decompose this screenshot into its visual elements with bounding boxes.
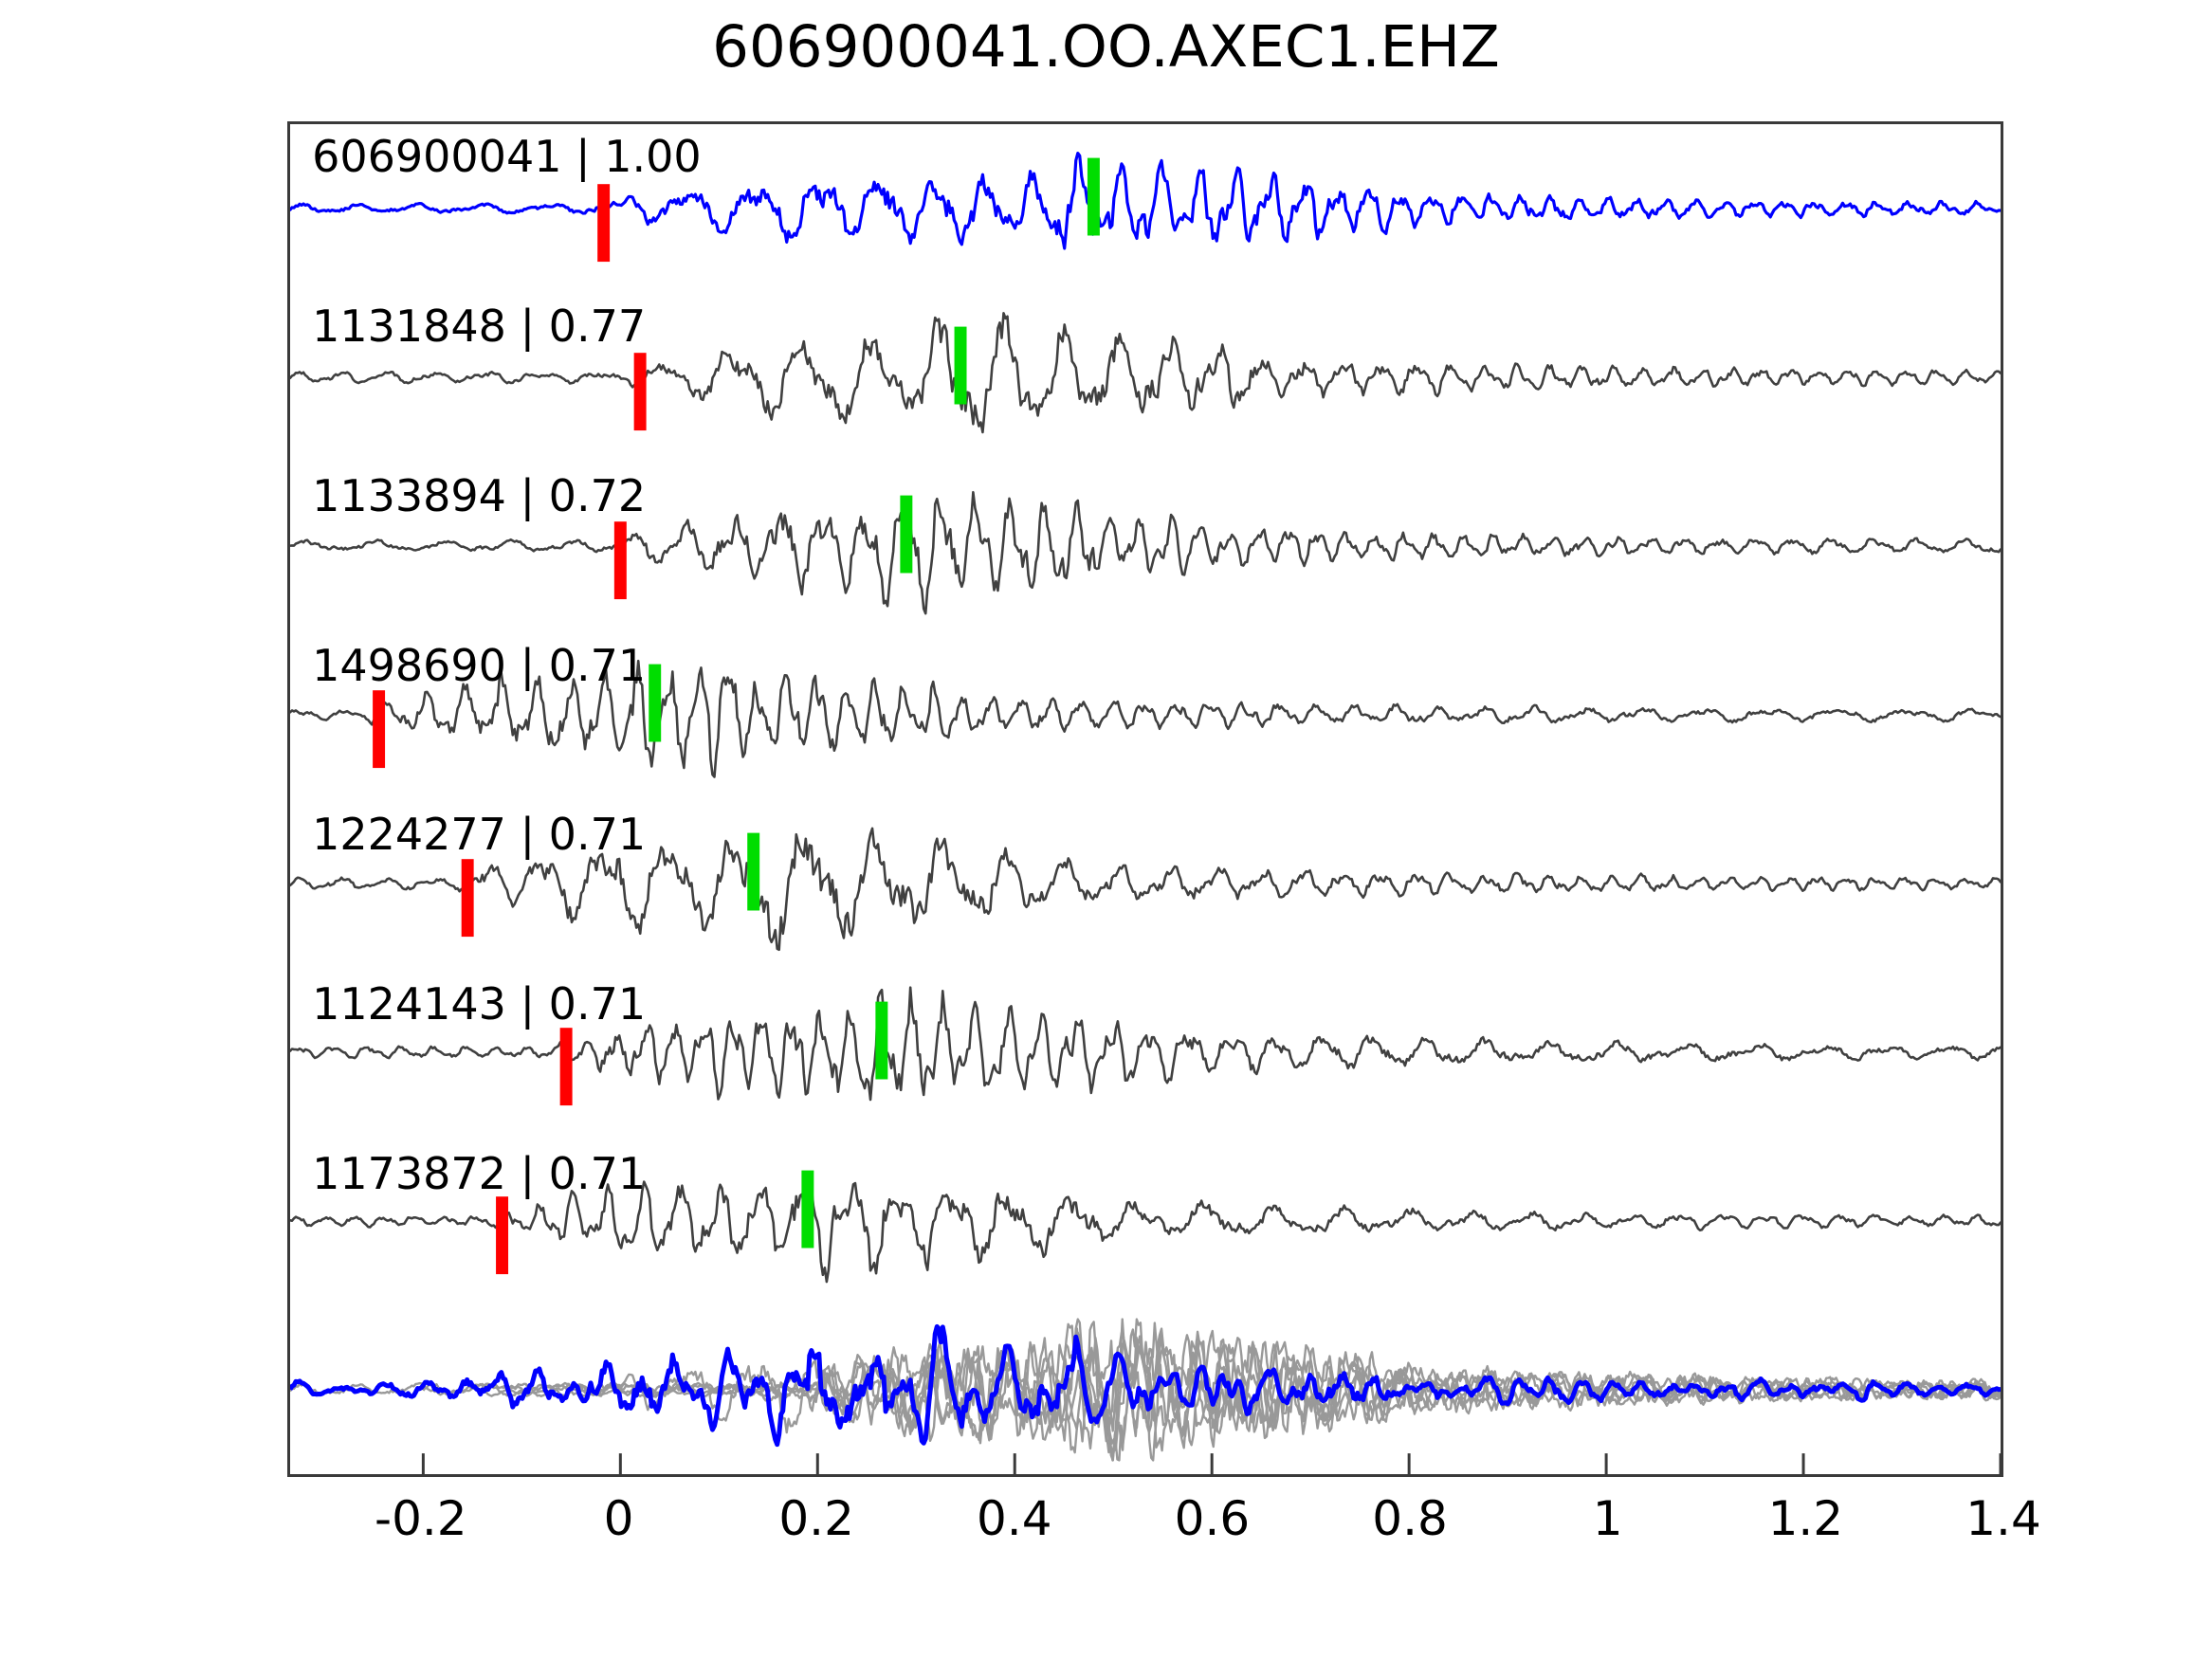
s-pick-marker[interactable]: [649, 664, 662, 742]
trace-label-606900041: 606900041 | 1.00: [312, 131, 702, 183]
x-tick-label: 0: [603, 1491, 634, 1546]
x-tick-label: 0.2: [778, 1491, 854, 1546]
trace-label-1173872: 1173872 | 0.71: [312, 1147, 647, 1199]
p-pick-marker[interactable]: [373, 690, 386, 769]
p-pick-marker[interactable]: [613, 521, 627, 600]
s-pick-marker[interactable]: [954, 326, 967, 405]
s-pick-marker[interactable]: [900, 495, 913, 574]
trace-label-1124143: 1124143 | 0.71: [312, 978, 647, 1030]
stack-overlay-line: [422, 1318, 2001, 1451]
trace-group-1131848: [290, 312, 2001, 434]
x-tick-label: -0.2: [375, 1491, 467, 1546]
waveform-line: [290, 490, 2001, 615]
s-pick-marker[interactable]: [1087, 157, 1100, 236]
trace-label-1131848: 1131848 | 0.77: [312, 301, 647, 353]
trace-group-606900041: [290, 152, 2001, 263]
stack-panel-group: [290, 1318, 2001, 1462]
waveform-line: [290, 312, 2001, 434]
trace-group-1124143: [290, 986, 2001, 1106]
p-pick-marker[interactable]: [496, 1196, 509, 1275]
x-axis-tick-labels: -0.2 0 0.2 0.4 0.6 0.8 1 1.2 1.4: [287, 1490, 2041, 1557]
trace-label-1498690: 1498690 | 0.71: [312, 639, 647, 691]
waveform-line: [290, 986, 2001, 1102]
x-tick-label: 1.4: [1965, 1491, 2041, 1546]
x-tick-label: 0.4: [977, 1491, 1052, 1546]
waveform-line: [290, 1175, 2001, 1284]
x-tick-label: 1.2: [1767, 1491, 1844, 1546]
waveform-line: [290, 152, 2001, 250]
trace-label-1133894: 1133894 | 0.72: [312, 469, 647, 521]
plot-axes: [287, 121, 2003, 1477]
p-pick-marker[interactable]: [559, 1028, 573, 1106]
s-pick-marker[interactable]: [747, 832, 760, 911]
trace-group-1224277: [290, 827, 2001, 952]
x-tick-label: 0.8: [1372, 1491, 1448, 1546]
x-tick-label: 1: [1592, 1491, 1623, 1546]
s-pick-marker[interactable]: [875, 1001, 888, 1080]
page-title: 606900041.OO.AXEC1.EHZ: [712, 13, 1500, 81]
trace-group-1173872: [290, 1170, 2001, 1284]
p-pick-marker[interactable]: [461, 859, 474, 938]
waveform-canvas: [290, 152, 2001, 1474]
waveform-line: [290, 659, 2001, 778]
s-pick-marker[interactable]: [801, 1170, 814, 1249]
stack-overlay-line: [629, 1329, 2001, 1462]
trace-group-1498690: [290, 659, 2001, 778]
trace-label-1224277: 1224277 | 0.71: [312, 809, 647, 861]
x-tick-label: 0.6: [1174, 1491, 1251, 1546]
p-pick-marker[interactable]: [633, 353, 647, 431]
trace-group-1133894: [290, 490, 2001, 615]
waveform-line: [290, 827, 2001, 952]
p-pick-marker[interactable]: [597, 184, 611, 263]
stack-mean-line: [290, 1323, 2001, 1448]
